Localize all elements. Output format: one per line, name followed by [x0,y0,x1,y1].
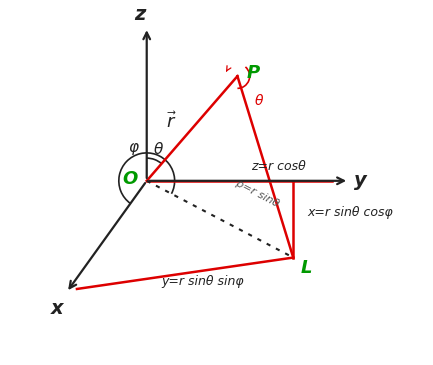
Text: z=r cosθ: z=r cosθ [252,160,306,173]
Text: L: L [300,259,312,277]
Text: $\vec{r}$: $\vec{r}$ [166,111,177,132]
Text: x: x [50,299,63,318]
Text: y=r sinθ sinφ: y=r sinθ sinφ [161,275,244,288]
Text: φ: φ [128,140,138,155]
Text: O: O [123,170,138,188]
Text: z: z [134,5,145,24]
Text: y: y [354,171,367,190]
Text: θ: θ [255,93,263,108]
Text: P: P [246,64,259,82]
Text: x=r sinθ cosφ: x=r sinθ cosφ [307,206,393,219]
Text: ρ=r sinθ: ρ=r sinθ [234,178,281,209]
Text: θ: θ [154,142,163,157]
